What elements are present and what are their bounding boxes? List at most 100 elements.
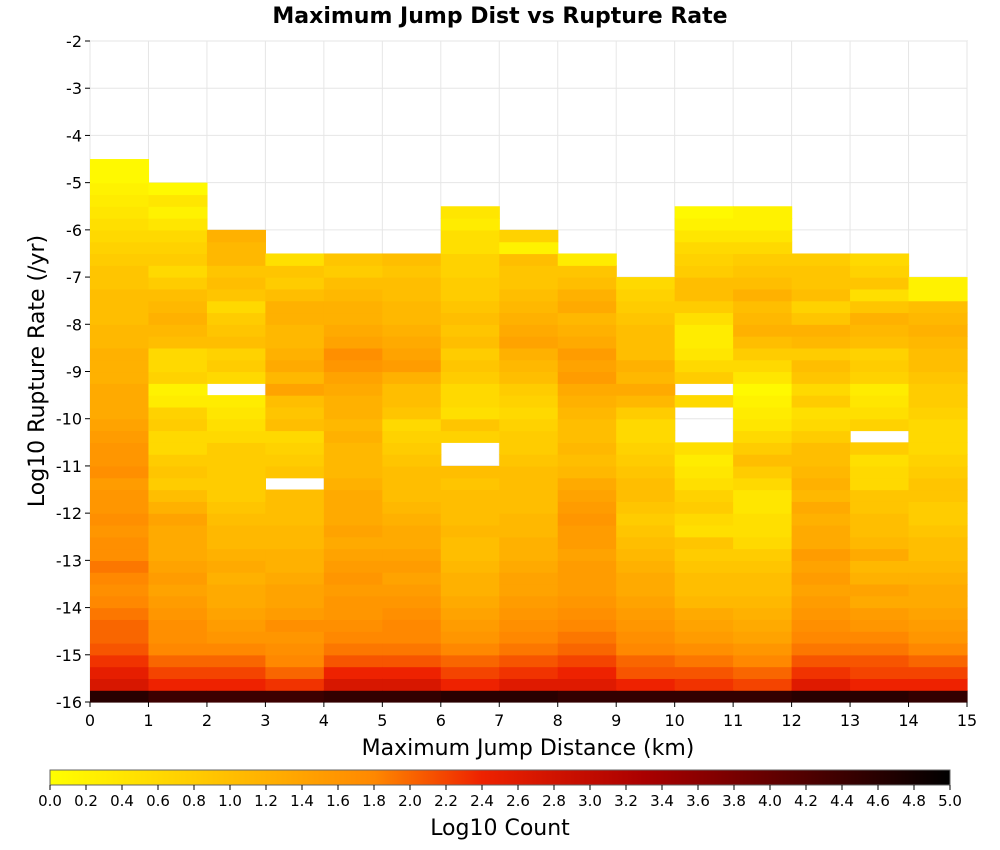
heatmap-cell <box>791 465 851 479</box>
heatmap-cell <box>440 383 500 396</box>
heatmap-cell <box>440 524 500 538</box>
heatmap-cell <box>850 288 910 302</box>
heatmap-cell <box>616 336 676 349</box>
heatmap-cell <box>908 383 968 396</box>
heatmap-cell <box>616 418 676 432</box>
heatmap-cell <box>733 265 793 278</box>
heatmap-cell <box>499 288 559 302</box>
heatmap-cell <box>265 312 325 325</box>
heatmap-cell <box>148 454 208 467</box>
heatmap-cell <box>908 501 968 514</box>
heatmap-cell <box>791 336 851 349</box>
heatmap-cell <box>323 513 383 526</box>
x-tick-label: 11 <box>723 711 743 730</box>
heatmap-cell <box>499 654 559 668</box>
heatmap-cell <box>733 395 793 408</box>
heatmap-cell <box>90 678 150 691</box>
heatmap-cell <box>850 442 910 455</box>
heatmap-cell <box>206 277 266 290</box>
heatmap-cell <box>557 524 617 538</box>
heatmap-cell <box>733 666 793 679</box>
heatmap-cell <box>265 583 325 597</box>
heatmap-cell <box>90 607 150 620</box>
heatmap-cell <box>791 678 851 691</box>
heatmap-cell <box>733 288 793 302</box>
heatmap-cell <box>674 583 734 597</box>
heatmap-cell <box>323 607 383 620</box>
heatmap-cell <box>674 347 734 361</box>
heatmap-cell <box>323 524 383 538</box>
colorbar-tick-label: 0.8 <box>182 792 206 810</box>
heatmap-cell <box>733 607 793 620</box>
heatmap-cell <box>206 336 266 349</box>
heatmap-cell <box>499 383 559 396</box>
colorbar-tick-label: 3.2 <box>614 792 638 810</box>
heatmap-cell <box>850 666 910 679</box>
heatmap-cell <box>382 253 442 266</box>
heatmap-cell <box>382 536 442 550</box>
heatmap-cell <box>791 454 851 467</box>
heatmap-cell <box>90 324 150 337</box>
heatmap-cell <box>674 312 734 325</box>
heatmap-cell <box>557 666 617 679</box>
heatmap-cell <box>908 678 968 691</box>
heatmap-cell <box>382 513 442 526</box>
heatmap-cells <box>90 159 968 703</box>
heatmap-cell <box>791 572 851 585</box>
x-tick-label: 5 <box>377 711 387 730</box>
heatmap-cell <box>791 654 851 668</box>
heatmap-cell <box>791 501 851 514</box>
x-tick-label: 13 <box>840 711 860 730</box>
heatmap-cell <box>616 607 676 620</box>
heatmap-cell <box>265 654 325 668</box>
heatmap-cell <box>908 642 968 656</box>
heatmap-cell <box>499 619 559 632</box>
heatmap-cell <box>791 288 851 302</box>
heatmap-cell <box>499 277 559 290</box>
heatmap-cell <box>265 513 325 526</box>
heatmap-cell <box>791 347 851 361</box>
colorbar-tick-label: 0.2 <box>74 792 98 810</box>
heatmap-cell <box>499 336 559 349</box>
heatmap-cell <box>616 454 676 467</box>
heatmap-cell <box>850 312 910 325</box>
heatmap-cell <box>90 253 150 266</box>
heatmap-cell <box>908 513 968 526</box>
heatmap-cell <box>265 359 325 373</box>
heatmap-cell <box>557 536 617 550</box>
heatmap-cell <box>148 513 208 526</box>
heatmap-cell <box>850 678 910 691</box>
heatmap-cell <box>557 465 617 479</box>
heatmap-cell <box>616 666 676 679</box>
heatmap-cell <box>90 371 150 384</box>
heatmap-cell <box>557 336 617 349</box>
heatmap-cell <box>440 489 500 502</box>
heatmap-cell <box>908 312 968 325</box>
heatmap-cell <box>499 359 559 373</box>
heatmap-cell <box>148 300 208 314</box>
heatmap-cell <box>616 489 676 502</box>
heatmap-cell <box>440 371 500 384</box>
heatmap-cell <box>616 501 676 514</box>
heatmap-cell <box>674 371 734 384</box>
heatmap-cell <box>616 430 676 443</box>
heatmap-cell <box>791 583 851 597</box>
heatmap-cell <box>323 395 383 408</box>
heatmap-cell <box>674 336 734 349</box>
heatmap-cell <box>850 324 910 337</box>
heatmap-cell <box>382 524 442 538</box>
heatmap-cell <box>206 560 266 573</box>
y-tick-label: -12 <box>56 504 82 523</box>
heatmap-cell <box>733 336 793 349</box>
colorbar-tick-label: 5.0 <box>938 792 962 810</box>
colorbar-tick-label: 4.2 <box>794 792 818 810</box>
heatmap-cell <box>616 324 676 337</box>
heatmap-cell <box>382 312 442 325</box>
colorbar <box>49 769 951 786</box>
heatmap-cell <box>733 572 793 585</box>
heatmap-cell <box>265 336 325 349</box>
heatmap-cell <box>499 371 559 384</box>
heatmap-cell <box>557 548 617 561</box>
heatmap-cell <box>499 477 559 491</box>
